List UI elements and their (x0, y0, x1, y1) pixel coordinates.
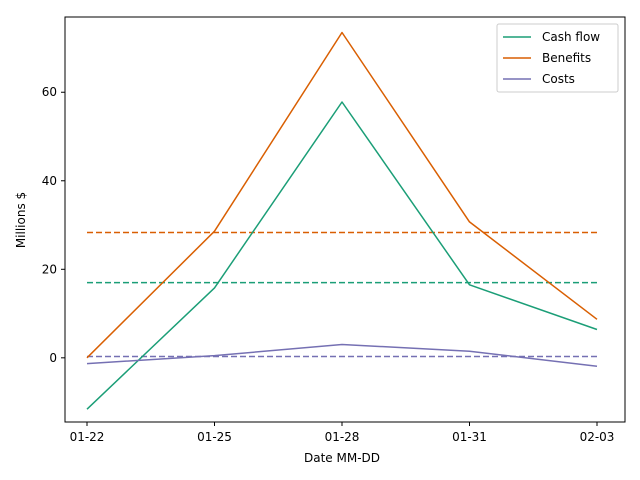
legend-label-0: Cash flow (542, 30, 600, 44)
x-tick-label: 01-28 (325, 430, 360, 444)
series-line-0 (86, 101, 598, 410)
y-tick-label: 40 (42, 174, 57, 188)
y-tick-label: 0 (49, 351, 57, 365)
x-tick-label: 01-22 (70, 430, 105, 444)
legend-label-1: Benefits (542, 51, 591, 65)
y-tick-label: 60 (42, 85, 57, 99)
x-tick-label: 01-25 (197, 430, 232, 444)
x-axis-label: Date MM-DD (304, 451, 380, 465)
legend-label-2: Costs (542, 72, 575, 86)
y-axis: 0 20 40 60 (42, 85, 65, 365)
series-lines (86, 31, 598, 410)
y-axis-label: Millions $ (14, 192, 28, 248)
series-line-2 (86, 343, 598, 367)
x-tick-label: 02-03 (580, 430, 615, 444)
legend: Cash flow Benefits Costs (496, 23, 619, 93)
series-line-1 (86, 31, 598, 359)
legend-box (496, 23, 619, 93)
y-tick-label: 20 (42, 262, 57, 276)
x-axis: 01-22 01-25 01-28 01-31 02-03 (70, 422, 615, 444)
x-tick-label: 01-31 (452, 430, 487, 444)
